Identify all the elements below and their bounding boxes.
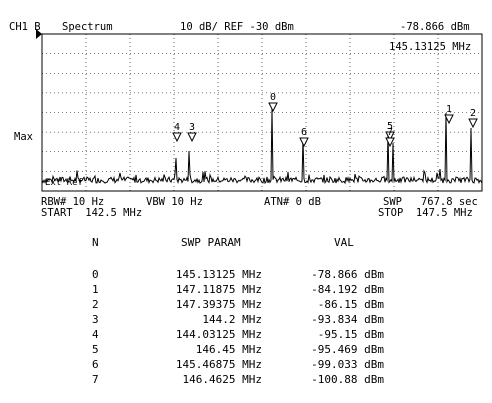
marker-triangle-icon [299, 137, 309, 148]
table-header-val: VAL [334, 236, 354, 249]
table-row-level: -84.192 dBm [311, 283, 384, 296]
marker-label: 7 [387, 127, 393, 138]
marker-triangle-icon [268, 102, 278, 113]
marker-triangle-icon [468, 118, 478, 129]
ext-ref-label: Ext Ref [45, 178, 83, 188]
marker-label: 3 [189, 122, 195, 133]
table-row-level: -95.15 dBm [317, 328, 384, 341]
table-row-n: 2 [92, 298, 99, 311]
marker-label: 1 [446, 104, 452, 115]
frequency-column: 145.13125 MHz 147.11875 MHz 147.39375 MH… [130, 267, 262, 387]
marker-triangle-icon [172, 132, 182, 143]
table-row-n: 1 [92, 283, 99, 296]
table-row-n: 0 [92, 268, 99, 281]
marker-triangle-icon [385, 137, 395, 148]
marker-triangle-icon [187, 132, 197, 143]
table-header-n: N [92, 236, 99, 249]
table-row-level: -78.866 dBm [311, 268, 384, 281]
sweep-time: SWP 767.8 sec [383, 196, 478, 208]
start-frequency: START 142.5 MHz [41, 207, 143, 219]
marker-triangle-icon [444, 114, 454, 125]
table-row-level: -100.88 dBm [311, 373, 384, 386]
marker-label: 0 [270, 92, 276, 103]
rbw-setting: RBW# 10 Hz [41, 196, 105, 208]
table-row-level: -99.033 dBm [311, 358, 384, 371]
marker-label: 5 [387, 121, 393, 132]
table-row-freq: 146.45 MHz [195, 343, 262, 356]
spectrum-trace [41, 107, 483, 185]
table-header-param: SWP PARAM [181, 236, 241, 249]
attenuation-setting: ATN# 0 dB [264, 196, 321, 208]
table-row-n: 4 [92, 328, 99, 341]
table-row-n: 7 [92, 373, 99, 386]
marker-frequency-readout: 145.13125 MHz [389, 41, 472, 53]
table-row-freq: 147.39375 MHz [175, 298, 262, 311]
mode-label: Spectrum [62, 21, 113, 33]
table-row-level: -93.834 dBm [311, 313, 384, 326]
marker-layer: 0 1 2 34 57 6 [172, 92, 478, 148]
table-row-level: -86.15 dBm [317, 298, 384, 311]
channel-label: CH1 B [9, 21, 41, 33]
marker-level-readout: -78.866 dBm [400, 21, 470, 33]
marker-label: 2 [470, 108, 476, 119]
table-row-freq: 144.2 MHz [202, 313, 262, 326]
table-row-freq: 145.13125 MHz [175, 268, 262, 281]
table-row-level: -95.469 dBm [311, 343, 384, 356]
marker-label: 4 [174, 122, 180, 133]
y-axis-label: Max [14, 131, 33, 143]
table-row-freq: 145.46875 MHz [175, 358, 262, 371]
marker-index-column: 0 1 2 3 4 5 6 7 [92, 267, 112, 387]
table-row-n: 6 [92, 358, 99, 371]
scale-reference: 10 dB/ REF -30 dBm [180, 21, 294, 33]
vbw-setting: VBW 10 Hz [146, 196, 203, 208]
table-row-freq: 147.11875 MHz [175, 283, 262, 296]
marker-triangle-icon [385, 131, 395, 142]
table-row-n: 5 [92, 343, 99, 356]
table-row-freq: 144.03125 MHz [175, 328, 262, 341]
graticule [41, 33, 483, 192]
marker-label: 6 [301, 127, 307, 138]
reference-arrow-icon [36, 29, 42, 39]
stop-frequency: STOP 147.5 MHz [378, 207, 473, 219]
table-row-freq: 146.4625 MHz [182, 373, 262, 386]
table-row-n: 3 [92, 313, 99, 326]
level-column: -78.866 dBm -84.192 dBm -86.15 dBm -93.8… [276, 267, 384, 387]
